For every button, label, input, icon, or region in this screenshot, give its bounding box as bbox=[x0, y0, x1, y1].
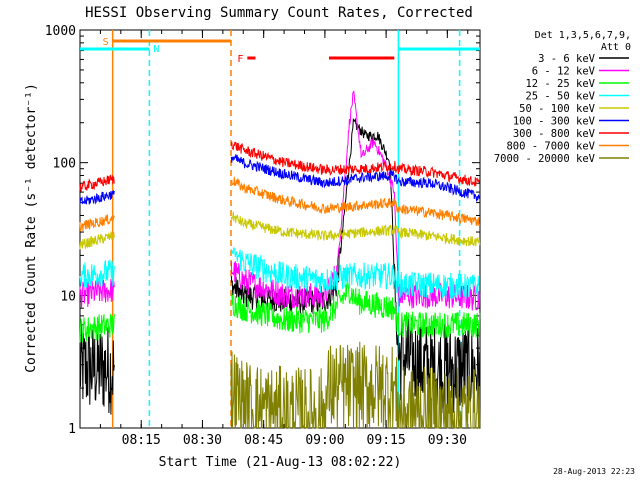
legend-entry: 800 - 7000 keV bbox=[506, 141, 595, 153]
series-12-25keV bbox=[79, 282, 481, 343]
legend-entry: 3 - 6 keV bbox=[538, 53, 596, 65]
y-axis: Corrected Count Rate (s⁻¹ detector⁻¹) bbox=[24, 83, 39, 373]
y-tick-label: 100 bbox=[53, 157, 76, 172]
series-line bbox=[230, 282, 481, 339]
timestamp: 28-Aug-2013 22:23 bbox=[553, 467, 635, 476]
x-tick-label: 09:30 bbox=[428, 433, 467, 448]
series-line bbox=[230, 211, 481, 247]
x-tick-label: 08:45 bbox=[244, 433, 283, 448]
series-6-12keV bbox=[79, 90, 481, 311]
series-line bbox=[79, 259, 115, 288]
legend-entry: 100 - 300 keV bbox=[513, 116, 596, 128]
legend-entry: 6 - 12 keV bbox=[532, 66, 596, 78]
x-tick-label: 08:30 bbox=[183, 433, 222, 448]
series-line bbox=[79, 313, 115, 343]
series-300-800keV bbox=[79, 141, 481, 192]
flag-label: N bbox=[153, 44, 159, 55]
series-3-6keV bbox=[79, 117, 481, 415]
x-tick-label: 09:15 bbox=[367, 433, 406, 448]
series-line bbox=[79, 214, 115, 232]
series-line bbox=[79, 190, 115, 205]
y-tick-label: 1000 bbox=[45, 24, 76, 39]
series-line bbox=[79, 278, 115, 309]
series-800-7000keV bbox=[79, 176, 481, 232]
legend-entry: 7000 - 20000 keV bbox=[494, 153, 596, 165]
series-line bbox=[230, 341, 481, 429]
x-tick-label: 08:15 bbox=[122, 433, 161, 448]
series-line bbox=[79, 174, 115, 192]
series-line bbox=[79, 322, 115, 415]
series-line bbox=[230, 117, 481, 415]
series-100-300keV bbox=[79, 154, 480, 205]
y-tick-label: 10 bbox=[60, 289, 76, 304]
legend-header: Att 0 bbox=[601, 42, 631, 53]
chart-title: HESSI Observing Summary Count Rates, Cor… bbox=[85, 5, 473, 21]
series-line bbox=[230, 90, 481, 311]
series-line bbox=[230, 246, 481, 300]
legend-entry: 12 - 25 keV bbox=[525, 78, 595, 90]
legend-entry: 50 - 100 keV bbox=[519, 103, 596, 115]
x-axis-label: Start Time (21-Aug-13 08:02:22) bbox=[159, 455, 402, 470]
series-25-50keV bbox=[79, 246, 481, 300]
x-tick-label: 09:00 bbox=[305, 433, 344, 448]
series-line bbox=[230, 176, 481, 226]
legend-header: Det 1,3,5,6,7,9, bbox=[535, 30, 631, 41]
series-7000-20000keV bbox=[230, 341, 481, 429]
y-axis-label: Corrected Count Rate (s⁻¹ detector⁻¹) bbox=[24, 83, 39, 373]
legend-entry: 25 - 50 keV bbox=[525, 91, 595, 103]
series-line bbox=[230, 154, 480, 202]
series-line bbox=[230, 141, 481, 187]
flag-label: F bbox=[237, 54, 243, 65]
legend-entry: 300 - 800 keV bbox=[513, 128, 596, 140]
series-50-100keV bbox=[79, 211, 481, 250]
flag-label: S bbox=[103, 37, 109, 48]
y-tick-label: 1 bbox=[68, 422, 76, 437]
series-line bbox=[79, 231, 115, 250]
plot-area: 1 10 100 1000 08:15 08:30 08:45 09:00 09:15 09:30… bbox=[45, 24, 481, 448]
